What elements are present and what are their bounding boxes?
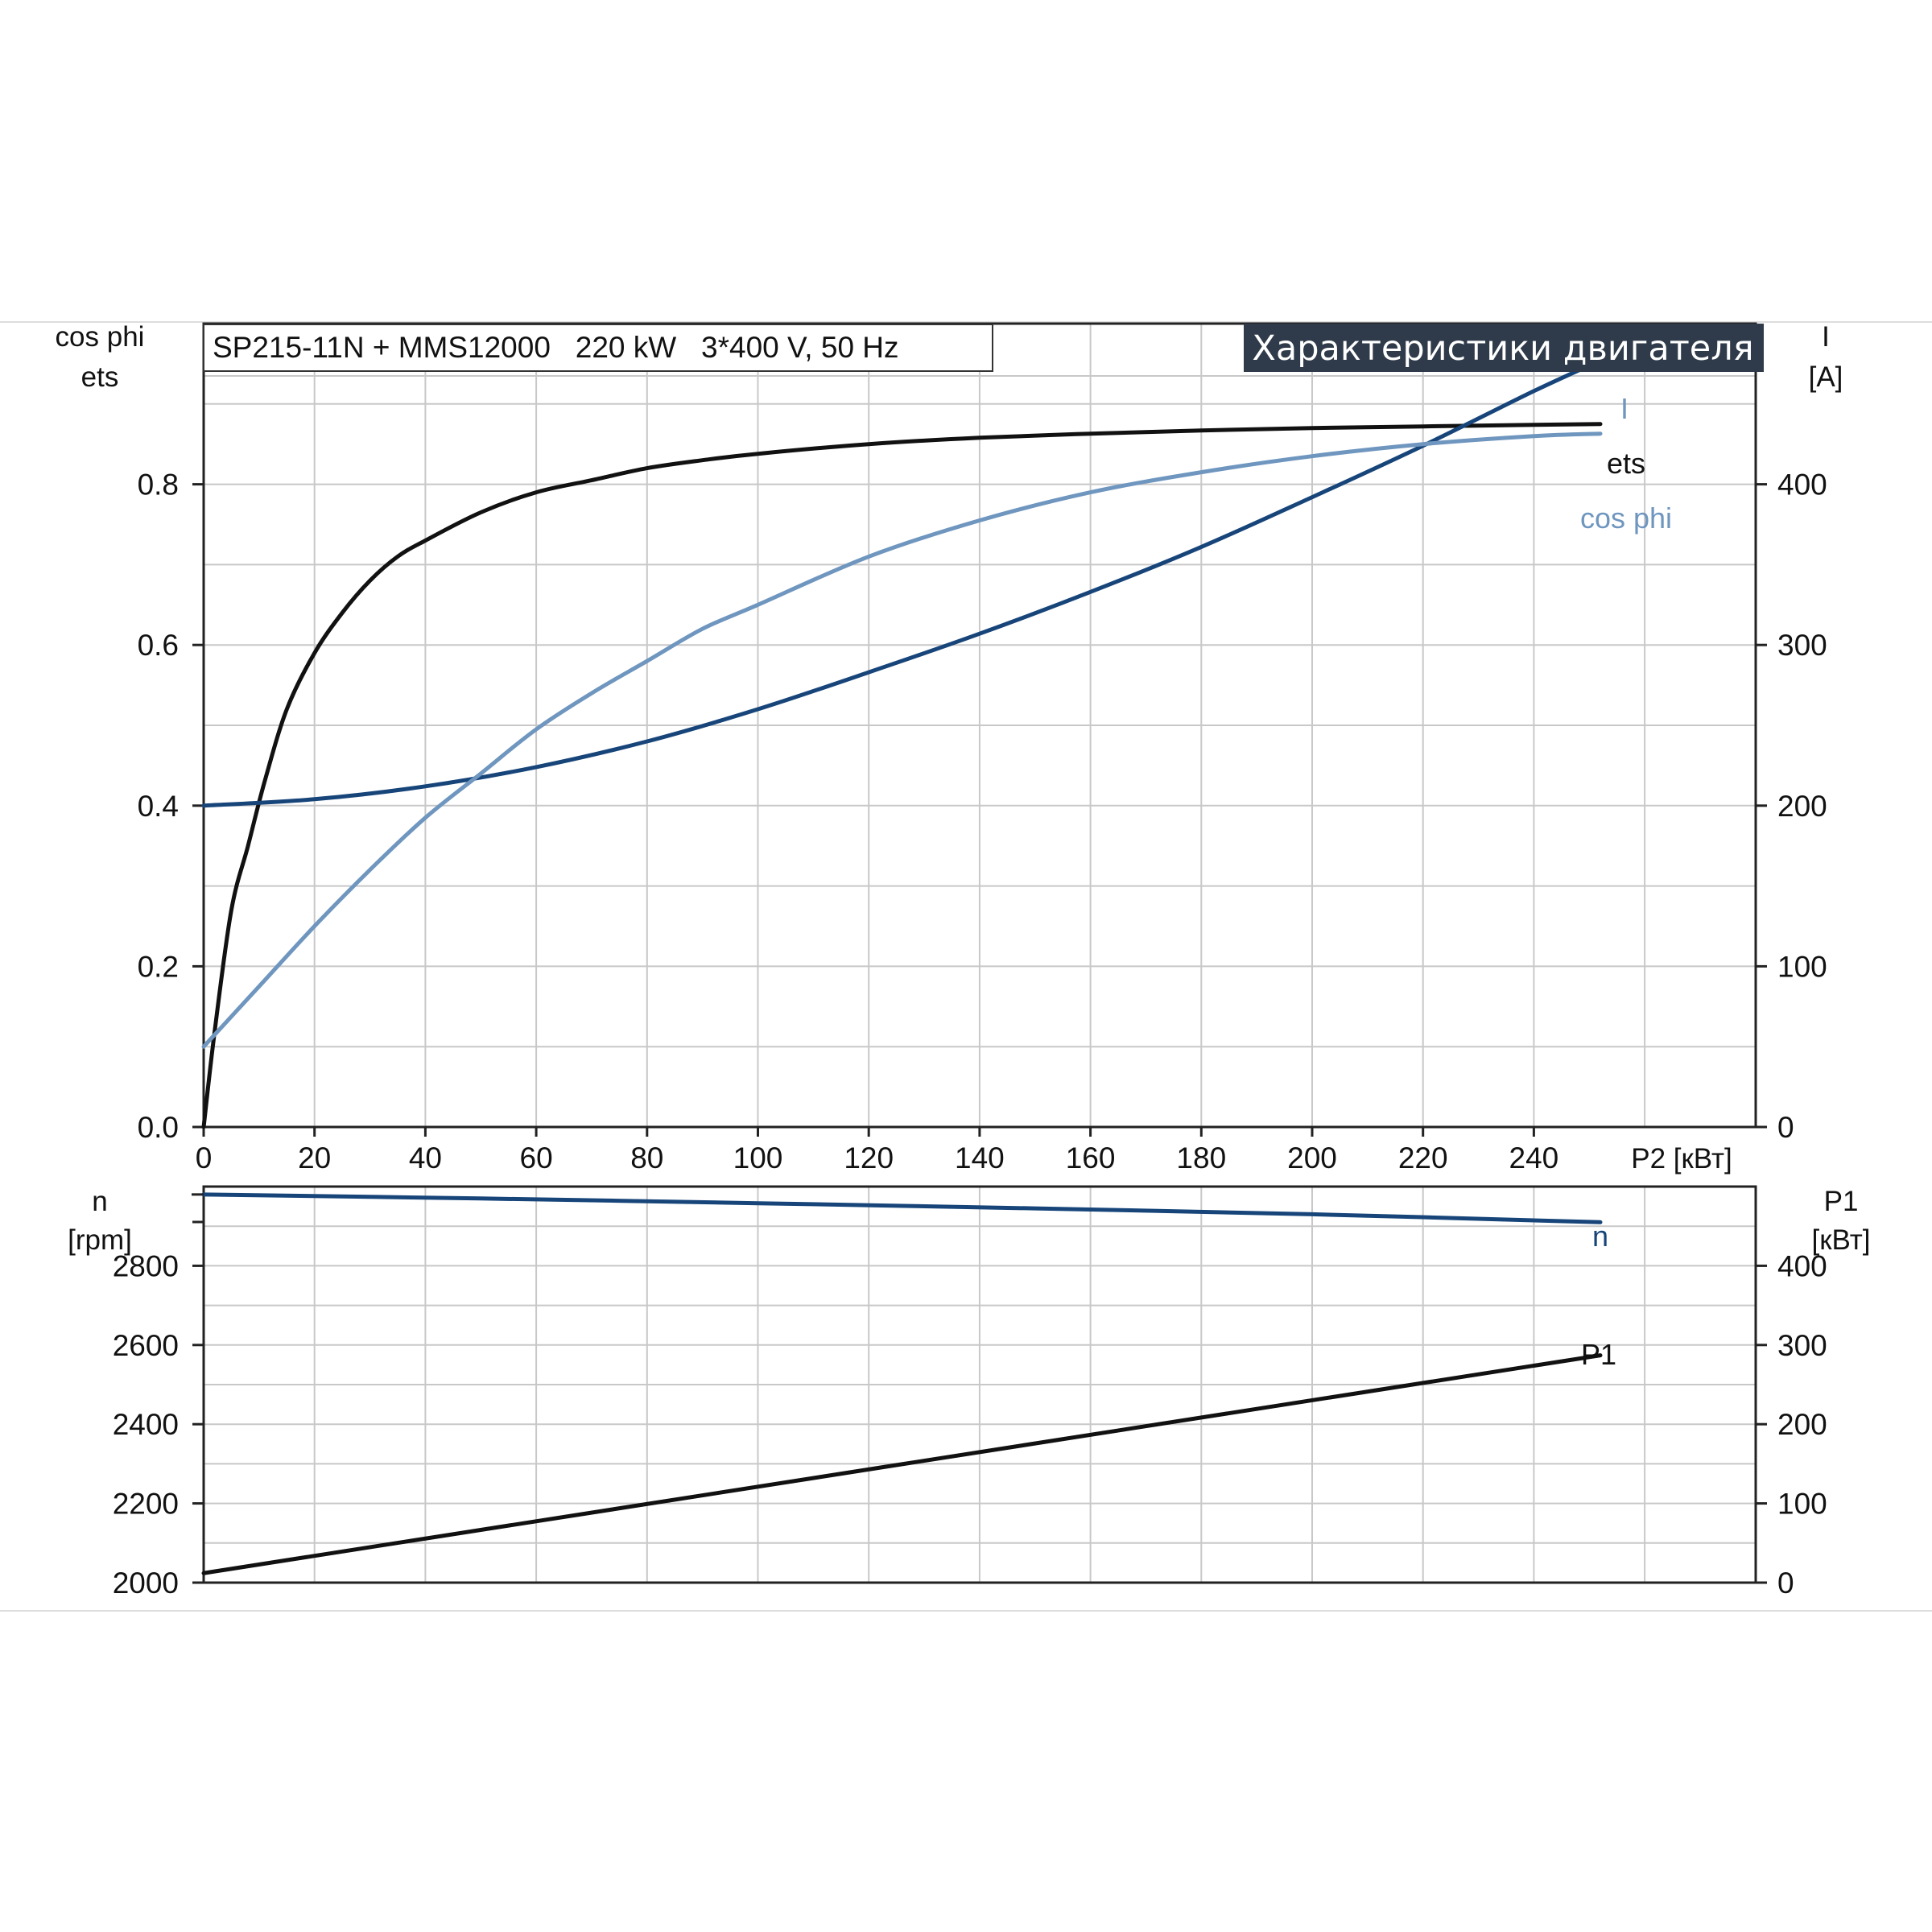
top-left-axis-ticks: 0.0 0.2 0.4 0.6 0.8 (138, 469, 204, 1144)
x-tick-label: 240 (1509, 1141, 1559, 1174)
right-axis-unit-A: [A] (1809, 361, 1843, 393)
x-tick-label: 80 (630, 1141, 663, 1174)
bottom-left-axis-title-n: n (92, 1186, 107, 1217)
bottom-right-axis-ticks: 0 100 200 300 400 (1756, 1249, 1827, 1600)
current-curve (201, 358, 1603, 808)
bottom-plot-grid (204, 1187, 1756, 1583)
speed-curve (201, 1192, 1603, 1224)
title-background (1244, 324, 1764, 372)
top-plot-curves (201, 358, 1603, 1129)
left-axis-title-ets: ets (81, 361, 119, 393)
speed-axis-tick-label: 2200 (113, 1488, 179, 1521)
x-axis-title: P2 [кВт] (1631, 1143, 1732, 1174)
current-axis-tick-label: 100 (1777, 950, 1827, 983)
p1-axis-tick-label: 300 (1777, 1329, 1827, 1362)
cosphi-ets-axis-tick-label: 0.6 (138, 629, 179, 662)
bottom-plot-frame (202, 1185, 1757, 1584)
x-tick-label: 100 (733, 1141, 783, 1174)
current-axis-tick-label: 400 (1777, 469, 1827, 502)
speed-axis-tick-label: 2000 (113, 1567, 179, 1600)
efficiency-curve (201, 422, 1603, 1129)
curve-label-I: I (1620, 392, 1629, 425)
curve-label-ets: ets (1607, 447, 1645, 480)
chart-title: Характеристики двигателя (1252, 328, 1753, 369)
bottom-left-axis-ticks: 2000 2200 2400 2600 2800 (113, 1220, 204, 1600)
model-header-box (203, 324, 993, 372)
left-axis-title-cosphi: cos phi (56, 321, 145, 353)
curve-label-n: n (1592, 1220, 1608, 1253)
x-tick-label: 200 (1287, 1141, 1337, 1174)
x-tick-label: 0 (196, 1141, 213, 1174)
cosphi-ets-axis-tick-label: 0.0 (138, 1111, 179, 1144)
bottom-right-axis-unit-kw: [кВт] (1812, 1224, 1871, 1256)
x-tick-label: 120 (844, 1141, 894, 1174)
right-axis-title-I: I (1822, 321, 1830, 353)
x-tick-label: 40 (409, 1141, 442, 1174)
x-tick-label: 20 (298, 1141, 331, 1174)
x-tick-label: 160 (1066, 1141, 1116, 1174)
p1-axis-tick-label: 400 (1777, 1249, 1827, 1282)
bottom-plot-curves (192, 1192, 1603, 1575)
model-header-text: SP215-11N + MMS12000 220 kW 3*400 V, 50 … (213, 331, 899, 364)
cosphi-ets-axis-tick-label: 0.2 (138, 950, 179, 983)
x-tick-label: 140 (955, 1141, 1005, 1174)
current-axis-tick-label: 0 (1777, 1111, 1794, 1144)
curve-label-P1: P1 (1581, 1338, 1616, 1371)
speed-axis-tick-label: 2600 (113, 1329, 179, 1362)
top-right-axis-ticks: 0 100 200 300 400 (1756, 469, 1827, 1144)
input-power-curve (201, 1353, 1603, 1575)
x-tick-label: 180 (1176, 1141, 1226, 1174)
x-tick-label: 220 (1398, 1141, 1448, 1174)
power-factor-curve (201, 431, 1603, 1049)
curve-label-cosphi: cos phi (1580, 502, 1672, 535)
x-tick-label: 60 (520, 1141, 553, 1174)
bottom-right-axis-title-P1: P1 (1824, 1186, 1859, 1217)
speed-axis-tick-label: 2800 (113, 1249, 179, 1282)
cosphi-ets-axis-tick-label: 0.4 (138, 790, 179, 823)
p1-axis-tick-label: 100 (1777, 1488, 1827, 1521)
top-plot-grid (204, 323, 1756, 1127)
p1-axis-tick-label: 0 (1777, 1567, 1794, 1600)
cosphi-ets-axis-tick-label: 0.8 (138, 469, 179, 502)
current-axis-tick-label: 200 (1777, 790, 1827, 823)
speed-axis-tick-label: 2400 (113, 1408, 179, 1441)
current-axis-tick-label: 300 (1777, 629, 1827, 662)
bottom-left-axis-unit-rpm: [rpm] (68, 1224, 132, 1256)
p1-axis-tick-label: 200 (1777, 1408, 1827, 1441)
x-axis-ticks: 0 20 40 60 80 100 120 140 160 180 200 220 240 (196, 1127, 1559, 1174)
